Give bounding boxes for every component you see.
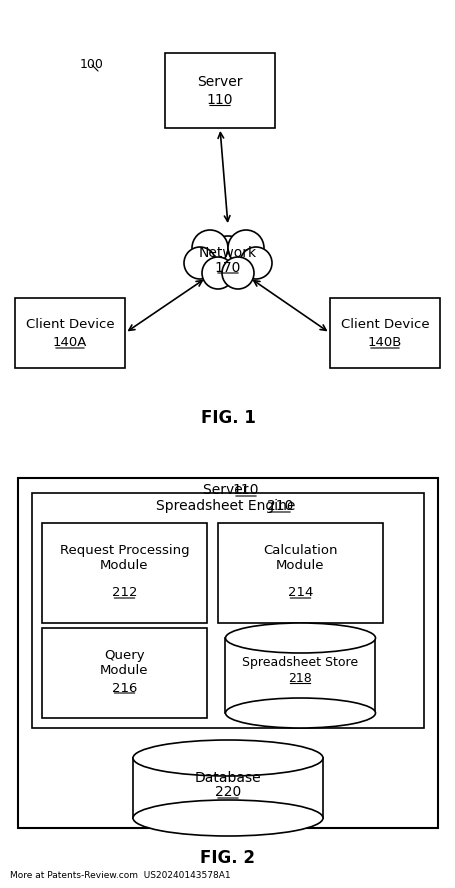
FancyBboxPatch shape [217, 523, 382, 623]
Text: 140A: 140A [53, 337, 87, 350]
Text: Calculation
Module: Calculation Module [263, 544, 337, 572]
Circle shape [192, 230, 228, 266]
Text: FIG. 1: FIG. 1 [200, 409, 255, 427]
FancyBboxPatch shape [32, 493, 423, 728]
Ellipse shape [133, 740, 322, 776]
Text: 110: 110 [232, 483, 259, 497]
FancyBboxPatch shape [329, 298, 439, 368]
Text: Database: Database [194, 771, 261, 785]
FancyBboxPatch shape [165, 53, 274, 128]
Circle shape [202, 257, 233, 289]
Text: Spreadsheet Store: Spreadsheet Store [242, 656, 358, 669]
Text: Server: Server [197, 75, 242, 90]
Ellipse shape [225, 698, 374, 728]
Text: FIG. 2: FIG. 2 [200, 849, 255, 867]
Text: More at Patents-Review.com  US20240143578A1: More at Patents-Review.com US20240143578… [10, 871, 230, 880]
Text: Query
Module: Query Module [100, 649, 148, 677]
Circle shape [222, 257, 253, 289]
Text: 110: 110 [206, 93, 233, 107]
Text: Spreadsheet Engine: Spreadsheet Engine [156, 499, 299, 513]
Text: Server: Server [202, 483, 253, 497]
Text: 214: 214 [287, 586, 313, 599]
Text: Network: Network [198, 246, 257, 260]
Circle shape [184, 247, 216, 279]
Circle shape [206, 236, 249, 280]
Circle shape [228, 230, 263, 266]
Text: Client Device: Client Device [340, 319, 428, 331]
Circle shape [239, 247, 271, 279]
FancyBboxPatch shape [18, 478, 437, 828]
Ellipse shape [225, 623, 374, 653]
Text: 216: 216 [111, 681, 137, 694]
Text: 218: 218 [288, 672, 312, 685]
Text: 212: 212 [111, 586, 137, 599]
FancyBboxPatch shape [42, 523, 207, 623]
Text: 170: 170 [214, 261, 241, 275]
Text: 100: 100 [80, 58, 104, 71]
Text: 210: 210 [266, 499, 293, 513]
FancyBboxPatch shape [42, 628, 207, 718]
Polygon shape [225, 638, 374, 713]
Text: 140B: 140B [367, 337, 401, 350]
Ellipse shape [133, 800, 322, 836]
Text: Client Device: Client Device [25, 319, 114, 331]
Text: 220: 220 [214, 785, 241, 799]
Text: Request Processing
Module: Request Processing Module [60, 544, 189, 572]
Polygon shape [133, 758, 322, 818]
FancyBboxPatch shape [15, 298, 125, 368]
